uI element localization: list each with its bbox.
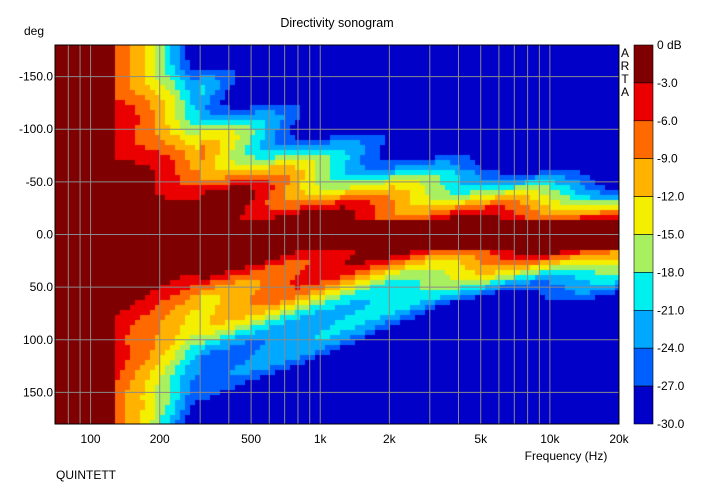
y-tick-label: -150.0 xyxy=(19,70,53,84)
colorbar-band xyxy=(633,158,654,197)
colorbar-band xyxy=(633,272,654,311)
x-tick-label: 100 xyxy=(81,432,101,446)
colorbar-band xyxy=(633,309,654,349)
plot-frame xyxy=(54,44,620,425)
colorbar-label: 0 dB xyxy=(657,38,682,52)
colorbar-band xyxy=(633,385,654,425)
colorbar-label: -15.0 xyxy=(657,228,685,242)
y-axis-label: deg xyxy=(24,24,44,38)
x-tick-label: 1k xyxy=(314,432,328,446)
y-tick-label: 150.0 xyxy=(23,385,53,399)
y-tick-label: 0.0 xyxy=(36,228,53,242)
x-tick-label: 200 xyxy=(150,432,170,446)
colorbar-label: -30.0 xyxy=(657,417,685,431)
colorbar-band xyxy=(633,234,654,273)
y-tick-label: -50.0 xyxy=(26,175,54,189)
x-tick-label: 2k xyxy=(383,432,397,446)
colorbar-label: -18.0 xyxy=(657,265,685,279)
x-tick-label: 10k xyxy=(540,432,560,446)
x-tick-label: 5k xyxy=(474,432,488,446)
colorbar-label: -21.0 xyxy=(657,303,685,317)
footer-label: QUINTETT xyxy=(56,468,117,482)
chart-title: Directivity sonogram xyxy=(280,16,393,30)
colorbar-label: -6.0 xyxy=(657,114,678,128)
y-tick-label: 50.0 xyxy=(30,280,54,294)
colorbar-label: -12.0 xyxy=(657,190,685,204)
x-axis-label: Frequency (Hz) xyxy=(525,449,608,463)
colorbar-label: -3.0 xyxy=(657,76,678,90)
colorbar-band xyxy=(633,196,654,235)
colorbar-band xyxy=(633,44,654,84)
y-tick-label: 100.0 xyxy=(23,333,53,347)
x-tick-labels: 100 200 500 1k 2k 5k 10k 20k xyxy=(81,432,630,446)
colorbar-label: -27.0 xyxy=(657,379,685,393)
colorbar-band xyxy=(633,347,654,387)
colorbar-band xyxy=(633,82,654,122)
colorbar-band xyxy=(633,120,654,160)
y-tick-label: -100.0 xyxy=(19,122,53,136)
colorbar-label: -24.0 xyxy=(657,341,685,355)
colorbar-legend: 0 dB -3.0 -6.0 -9.0 -12.0 -15.0 -18.0 -21.0 -24.… xyxy=(633,38,685,431)
colorbar-label: -9.0 xyxy=(657,152,678,166)
y-tick-labels: -150.0 -100.0 -50.0 0.0 50.0 100.0 150.0 xyxy=(19,70,53,400)
x-tick-label: 20k xyxy=(609,432,629,446)
x-tick-label: 500 xyxy=(241,432,261,446)
